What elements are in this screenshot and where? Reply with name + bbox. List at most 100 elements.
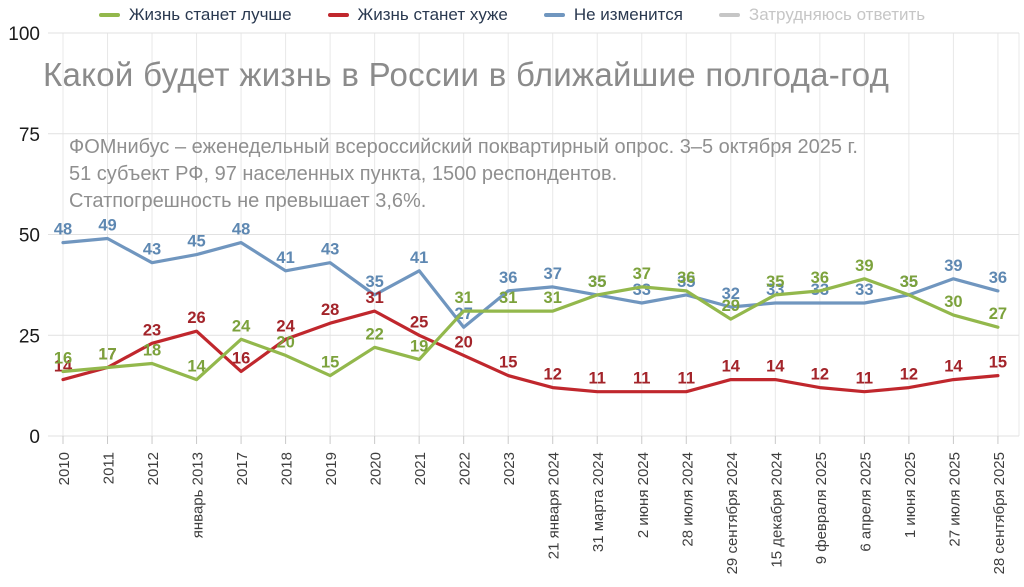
value-label: 23 (143, 321, 161, 339)
value-label: 35 (766, 273, 784, 291)
x-axis-tick-label: январь 2013 (190, 452, 207, 538)
value-label: 14 (766, 358, 785, 376)
value-label: 12 (900, 366, 918, 384)
x-axis-tick-label: 31 марта 2024 (590, 452, 607, 552)
value-label: 41 (276, 249, 294, 267)
x-axis-tick-label: 2017 (234, 452, 251, 485)
value-label: 20 (455, 333, 473, 351)
x-axis-tick-label: 6 апреля 2025 (857, 452, 874, 552)
value-label: 11 (589, 370, 606, 388)
legend-item-3[interactable]: Не изменится (543, 5, 683, 25)
chart-subtitle: ФОМнибус – еженедельный всероссийский по… (69, 134, 969, 215)
value-label: 32 (722, 285, 740, 303)
value-label: 11 (856, 370, 873, 388)
value-label: 43 (143, 241, 161, 259)
legend-label: Жизнь станет лучше (128, 5, 292, 24)
x-axis-tick-label: 21 января 2024 (546, 452, 563, 559)
value-label: 14 (944, 358, 963, 376)
x-axis-tick-label: 28 июля 2024 (679, 452, 696, 547)
legend-item-1[interactable]: Жизнь станет лучше (98, 5, 292, 25)
y-axis-tick-label: 50 (19, 226, 40, 247)
legend: Жизнь станет лучше Жизнь станет хуже Не из… (0, 3, 1024, 27)
chart-title: Какой будет жизнь в России в ближайшие п… (43, 56, 890, 93)
value-label: 31 (544, 289, 562, 307)
value-label: 35 (588, 273, 606, 291)
x-axis-tick-label: 2010 (56, 452, 73, 485)
subtitle-line-3: Статпогрешность не превышает 3,6%. (69, 190, 427, 212)
value-label: 17 (98, 345, 116, 363)
legend-label: Затрудняюсь ответить (748, 5, 926, 24)
x-axis-tick-label: 15 декабря 2024 (768, 452, 785, 568)
value-label: 48 (54, 221, 72, 239)
value-label: 15 (321, 354, 339, 372)
subtitle-line-1: ФОМнибус – еженедельный всероссийский по… (69, 136, 858, 158)
value-label: 36 (811, 269, 829, 287)
value-label: 37 (633, 265, 651, 283)
value-label: 31 (499, 289, 517, 307)
value-label: 12 (811, 366, 829, 384)
legend-label: Не изменится (573, 5, 683, 24)
value-label: 12 (544, 366, 562, 384)
y-axis-tick-label: 75 (19, 125, 40, 146)
value-label: 45 (187, 233, 205, 251)
x-axis-tick-label: 2 июня 2024 (635, 452, 652, 538)
value-label: 17 (98, 345, 116, 363)
value-label: 25 (410, 313, 428, 331)
y-axis-tick-label: 100 (8, 24, 40, 45)
value-label: 41 (410, 249, 428, 267)
x-axis-tick-label: 2023 (501, 452, 518, 485)
value-label: 22 (365, 325, 383, 343)
value-label: 36 (989, 269, 1007, 287)
value-label: 36 (499, 269, 517, 287)
value-label: 14 (187, 358, 206, 376)
x-axis-tick-label: 9 февраля 2025 (813, 452, 830, 564)
value-label: 33 (855, 281, 873, 299)
value-label: 11 (678, 370, 695, 388)
x-axis-tick-label: 2012 (145, 452, 162, 485)
legend-swatch-icon (327, 13, 349, 17)
value-label: 19 (410, 337, 428, 355)
value-label: 33 (633, 281, 651, 299)
legend-swatch-icon (718, 13, 740, 17)
x-axis-tick-label: 2020 (368, 452, 385, 485)
x-axis-tick-label: 2021 (412, 452, 429, 485)
legend-item-4[interactable]: Затрудняюсь ответить (718, 5, 926, 25)
value-label: 16 (232, 350, 250, 368)
value-label: 27 (989, 305, 1007, 323)
value-label: 35 (900, 273, 918, 291)
value-label: 39 (855, 257, 873, 275)
x-axis-tick-label: 2018 (279, 452, 296, 485)
legend-swatch-icon (543, 13, 565, 17)
value-label: 14 (722, 358, 741, 376)
x-axis-tick-label: 2022 (457, 452, 474, 485)
series-line (61, 236, 1000, 329)
value-label: 20 (276, 333, 294, 351)
value-label: 35 (365, 273, 383, 291)
value-label: 48 (232, 221, 250, 239)
legend-label: Жизнь станет хуже (357, 5, 508, 24)
value-label: 35 (900, 273, 918, 291)
value-label: 49 (98, 217, 116, 235)
y-axis-tick-label: 0 (29, 427, 40, 448)
value-label: 31 (365, 289, 383, 307)
value-label: 24 (232, 317, 251, 335)
x-axis-tick-label: 1 июня 2025 (902, 452, 919, 538)
legend-item-2[interactable]: Жизнь станет хуже (327, 5, 508, 25)
subtitle-line-2: 51 субъект РФ, 97 населенных пункта, 150… (69, 163, 618, 185)
value-label: 30 (944, 293, 962, 311)
series-line (61, 309, 1000, 394)
x-axis-tick-label: 2019 (323, 452, 340, 485)
value-label: 37 (544, 265, 562, 283)
series-line (61, 277, 1000, 382)
value-label: 18 (143, 341, 161, 359)
x-axis-tick-label: 28 сентября 2025 (991, 452, 1008, 574)
value-label: 36 (677, 269, 695, 287)
y-axis-tick-label: 25 (19, 326, 40, 347)
value-label: 11 (633, 370, 650, 388)
value-label: 15 (499, 354, 517, 372)
x-axis-tick-label: 2011 (101, 452, 118, 484)
value-label: 39 (944, 257, 962, 275)
value-label: 16 (54, 350, 72, 368)
